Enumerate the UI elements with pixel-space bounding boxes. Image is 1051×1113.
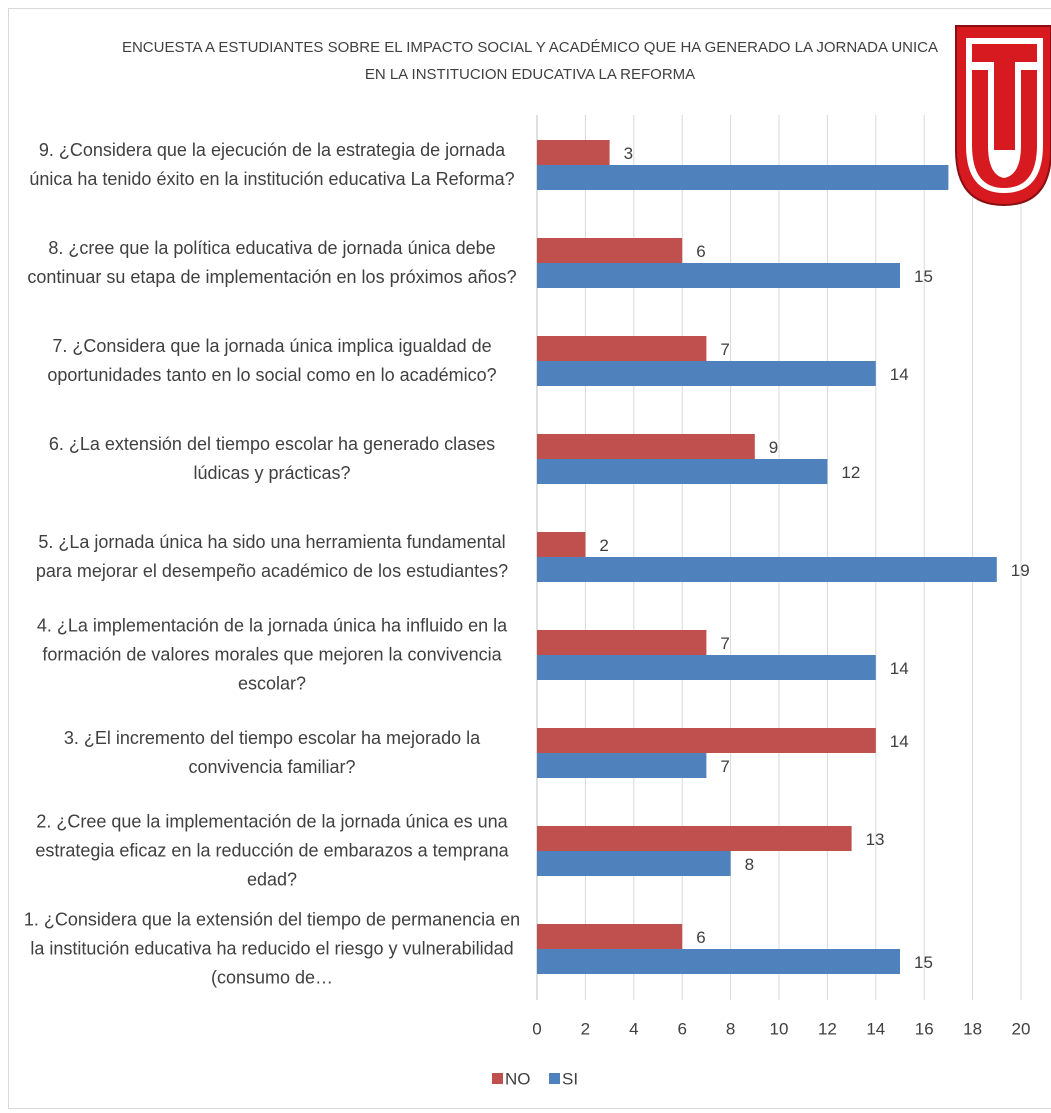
x-tick-label: 8 [726,1019,735,1038]
x-tick-label: 10 [770,1019,789,1038]
bar [537,263,900,288]
x-tick-label: 18 [963,1019,982,1038]
data-label: 6 [696,928,705,947]
category-label: 9. ¿Considera que la ejecución de la est… [29,140,515,189]
x-tick-label: 14 [866,1019,885,1038]
chart-border [8,8,1051,1109]
bar [537,140,610,165]
bar [537,165,949,190]
data-label: 3 [624,144,633,163]
data-label: 7 [720,340,729,359]
bar [537,557,997,582]
category-label: 5. ¿La jornada única ha sido una herrami… [35,532,509,581]
data-label: 13 [866,830,885,849]
category-label: 8. ¿cree que la política educativa de jo… [27,238,517,287]
data-label: 15 [914,953,933,972]
data-label: 14 [890,365,909,384]
bar [537,238,683,263]
data-label: 19 [1011,561,1030,580]
category-label: 7. ¿Considera que la jornada única impli… [47,336,497,385]
bar [537,361,876,386]
chart-title: ENCUESTA A ESTUDIANTES SOBRE EL IMPACTO … [121,39,939,83]
x-tick-label: 2 [581,1019,590,1038]
category-label: 2. ¿Cree que la implementación de la jor… [35,811,509,890]
data-label: 14 [890,732,909,751]
x-tick-label: 0 [532,1019,541,1038]
data-label: 9 [769,438,778,457]
legend-swatch [492,1073,503,1084]
category-label: 1. ¿Considera que la extensión del tiemp… [23,909,521,988]
x-tick-label: 20 [1012,1019,1031,1038]
data-label: 6 [696,242,705,261]
bar [537,728,876,753]
bar [537,826,852,851]
data-label: 8 [745,855,754,874]
data-label: 12 [841,463,860,482]
x-tick-label: 4 [629,1019,638,1038]
bar [537,851,731,876]
x-tick-label: 6 [677,1019,686,1038]
category-label: 3. ¿El incremento del tiempo escolar ha … [63,728,481,777]
bar [537,753,707,778]
x-tick-label: 12 [818,1019,837,1038]
bar [537,532,586,557]
bar [537,434,755,459]
data-label: 15 [914,267,933,286]
legend-label: NO [505,1069,531,1088]
x-tick-label: 16 [915,1019,934,1038]
bar [537,459,828,484]
legend-swatch [549,1073,560,1084]
data-label: 2 [599,536,608,555]
bar [537,949,900,974]
logo-part [972,44,1037,150]
data-label: 7 [720,634,729,653]
bar [537,630,707,655]
bar [537,655,876,680]
bar [537,336,707,361]
category-label: 6. ¿La extensión del tiempo escolar ha g… [48,434,496,483]
logo-part [972,70,1037,188]
data-label: 14 [890,659,909,678]
bar [537,924,683,949]
logo [955,25,1051,207]
legend-label: SI [562,1069,578,1088]
data-label: 7 [720,757,729,776]
category-label: 4. ¿La implementación de la jornada únic… [36,615,508,694]
